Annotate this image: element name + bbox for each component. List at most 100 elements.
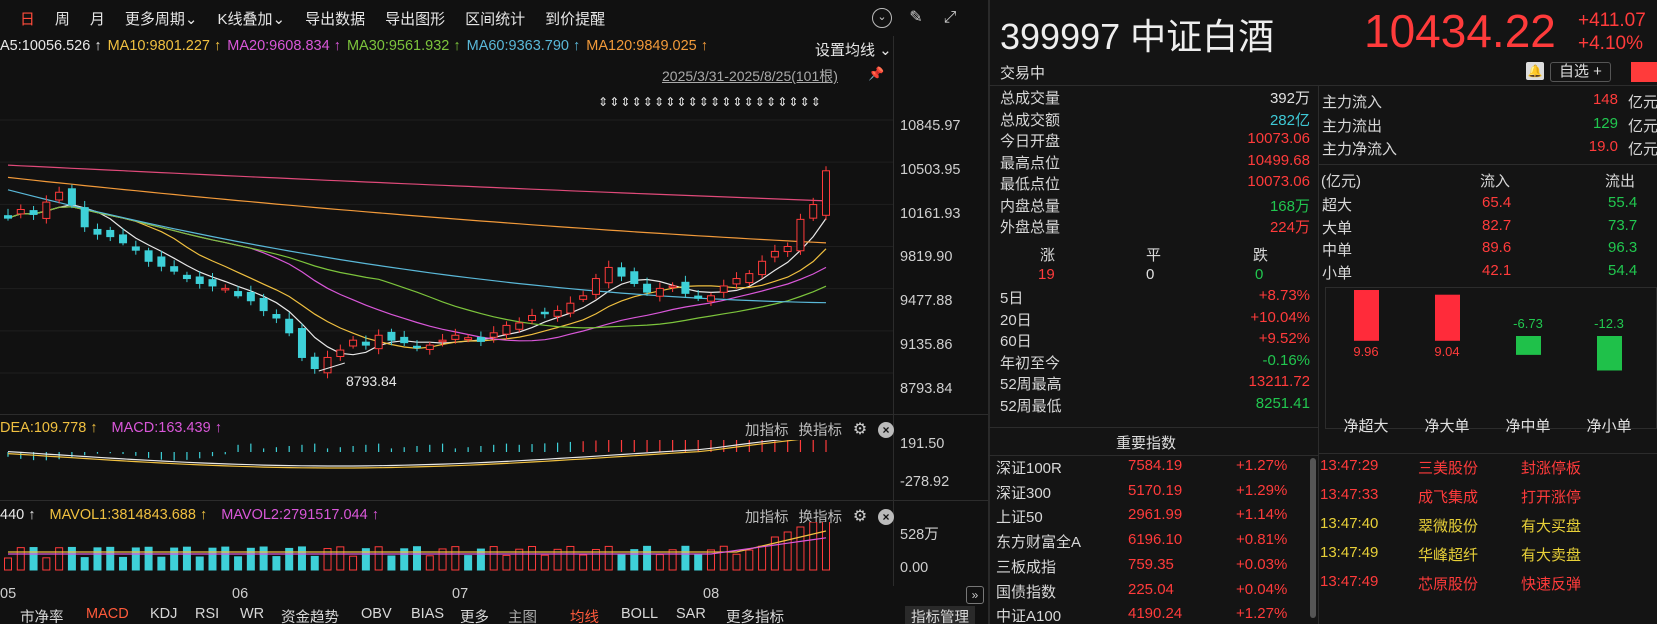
- tab-kdj[interactable]: KDJ: [150, 606, 178, 622]
- export-chart-button[interactable]: 导出图形: [385, 10, 446, 28]
- volume-bar: [770, 536, 779, 571]
- ticker-time: 13:47:33: [1320, 486, 1379, 503]
- trading-status: 交易中: [1000, 65, 1046, 82]
- tab-ma[interactable]: 均线: [570, 610, 599, 624]
- event-marker: ⇕: [811, 95, 821, 109]
- stat-value: 10499.68: [1247, 151, 1310, 169]
- tab-wr[interactable]: WR: [240, 606, 265, 622]
- ma60-line: [7, 189, 827, 304]
- tab-pb[interactable]: 市净率: [20, 610, 64, 624]
- ticker-row[interactable]: 13:47:40 翠微股份 有大买盘: [1318, 515, 1657, 544]
- ticker-row[interactable]: 13:47:29 三美股份 封涨停板: [1318, 457, 1657, 486]
- export-data-button[interactable]: 导出数据: [305, 10, 366, 28]
- candle-body: [502, 324, 511, 335]
- volume-bar: [106, 546, 115, 571]
- down-count: 0: [1255, 266, 1264, 283]
- tab-month[interactable]: 月: [89, 10, 105, 28]
- period-row: 5日 +8.73%: [988, 287, 1318, 312]
- index-row[interactable]: 上证50 2961.99 +1.14%: [988, 506, 1318, 531]
- tab-boll[interactable]: BOLL: [621, 606, 659, 622]
- tab-obv[interactable]: OBV: [361, 606, 392, 622]
- tab-sar[interactable]: SAR: [676, 606, 706, 622]
- collapse-icon[interactable]: ⌄: [872, 8, 892, 28]
- macd-chart[interactable]: [0, 440, 893, 500]
- date-range-link[interactable]: 2025/3/31-2025/8/25(101根): [662, 68, 838, 84]
- expand-right-icon[interactable]: »: [966, 586, 984, 604]
- dea-line: [7, 440, 800, 469]
- tab-day[interactable]: 日: [19, 10, 35, 28]
- tab-macd[interactable]: MACD: [86, 606, 129, 622]
- tab-more-indicators[interactable]: 更多指标: [726, 610, 784, 624]
- volume-bar: [502, 554, 511, 571]
- kline-overlay-button[interactable]: K线叠加⌄: [218, 8, 286, 29]
- candle-body: [643, 283, 652, 293]
- candle-body: [170, 266, 179, 272]
- security-title: 399997 中证白酒: [1000, 16, 1275, 57]
- fullscreen-icon[interactable]: ⤢: [943, 9, 957, 26]
- event-markers: ⇕ ⇕ ⇕ ⇕ ⇕ ⇕ ⇕ ⇕ ⇕ ⇕ ⇕ ⇕ ⇕ ⇕ ⇕ ⇕ ⇕ ⇕ ⇕ ⇕: [318, 95, 821, 372]
- ticker-row[interactable]: 13:47:49 芯原股份 快速反弹: [1318, 573, 1657, 602]
- period-label: 20日: [1000, 311, 1032, 329]
- index-name: 深证300: [996, 484, 1052, 502]
- macd-legend: DEA:109.778 ↑ MACD:163.439 ↑: [0, 420, 222, 436]
- close-icon[interactable]: ×: [878, 421, 894, 438]
- dropdown-toggle[interactable]: [1631, 62, 1657, 82]
- index-row[interactable]: 国债指数 225.04 +0.04%: [988, 581, 1318, 606]
- volume-chart[interactable]: [0, 522, 893, 578]
- volume-bar: [208, 547, 217, 571]
- flow-unit: 亿元: [1627, 117, 1657, 135]
- stat-label: 最低点位: [1000, 176, 1061, 193]
- bell-icon[interactable]: 🔔: [1526, 62, 1544, 80]
- gear-icon[interactable]: ⚙: [852, 420, 868, 438]
- price-alert-button[interactable]: 到价提醒: [545, 10, 606, 28]
- index-row[interactable]: 深证300 5170.19 +1.29%: [988, 482, 1318, 507]
- tab-bias[interactable]: BIAS: [411, 606, 445, 622]
- index-pct: +1.27%: [1236, 457, 1288, 474]
- tab-week[interactable]: 周: [54, 10, 70, 28]
- close-icon[interactable]: ×: [878, 508, 894, 525]
- index-name: 东方财富全A: [996, 534, 1082, 552]
- volume-bar: [681, 545, 690, 571]
- tab-rsi[interactable]: RSI: [195, 606, 220, 622]
- ma-settings-button[interactable]: 设置均线 ⌄: [815, 42, 892, 59]
- candle-body: [234, 291, 243, 297]
- add-indicator-button[interactable]: 加指标: [745, 423, 789, 439]
- candle-body: [16, 209, 25, 215]
- volume-bar: [374, 546, 383, 571]
- period-value: 13211.72: [1248, 373, 1310, 390]
- volume-bar: [144, 546, 153, 571]
- volume-bar: [285, 547, 294, 571]
- volume-bar: [246, 547, 255, 571]
- flow-value: 19.0: [1588, 138, 1618, 155]
- scrollbar[interactable]: [1310, 458, 1316, 618]
- ticker-row[interactable]: 13:47:33 成飞集成 打开涨停: [1318, 486, 1657, 515]
- tab-more[interactable]: 更多: [460, 610, 489, 624]
- add-indicator-button[interactable]: 加指标: [745, 510, 789, 526]
- add-watchlist-button[interactable]: 自选 +: [1550, 62, 1611, 82]
- flow-value: 148: [1592, 91, 1618, 108]
- flow-out-value: 55.4: [1608, 194, 1638, 211]
- volume-bar: [336, 546, 345, 571]
- index-row[interactable]: 东方财富全A 6196.10 +0.81%: [988, 531, 1318, 556]
- index-row[interactable]: 中证A100 4190.24 +1.27%: [988, 605, 1318, 624]
- ticker-row[interactable]: 13:47:49 华峰超纤 有大卖盘: [1318, 544, 1657, 573]
- index-pct: +0.81%: [1236, 531, 1288, 549]
- change-indicator-button[interactable]: 换指标: [798, 423, 843, 439]
- period-row: 52周最低 8251.41: [988, 395, 1318, 420]
- volume-bar: [553, 548, 562, 571]
- gear-icon[interactable]: ⚙: [852, 507, 868, 525]
- volume-bar: [297, 546, 306, 571]
- tab-fund-trend[interactable]: 资金趋势: [281, 610, 339, 624]
- tab-main-chart[interactable]: 主图: [508, 610, 537, 624]
- range-stats-button[interactable]: 区间统计: [465, 10, 526, 28]
- panel-divider: [988, 0, 990, 624]
- kline-chart[interactable]: ⇕ ⇕ ⇕ ⇕ ⇕ ⇕ ⇕ ⇕ ⇕ ⇕ ⇕ ⇕ ⇕ ⇕ ⇕ ⇕ ⇕ ⇕ ⇕ ⇕: [0, 90, 893, 410]
- mavol1-line: [8, 530, 827, 553]
- more-periods-button[interactable]: 更多周期⌄: [125, 8, 198, 29]
- index-row[interactable]: 三板成指 759.35 +0.03%: [988, 556, 1318, 581]
- volume-bar: [745, 549, 754, 571]
- pin-icon[interactable]: 📌: [868, 66, 885, 81]
- index-row[interactable]: 深证100R 7584.19 +1.27%: [988, 457, 1318, 482]
- brush-icon[interactable]: ✎: [909, 9, 923, 26]
- indicator-manage-button[interactable]: 指标管理: [905, 606, 975, 624]
